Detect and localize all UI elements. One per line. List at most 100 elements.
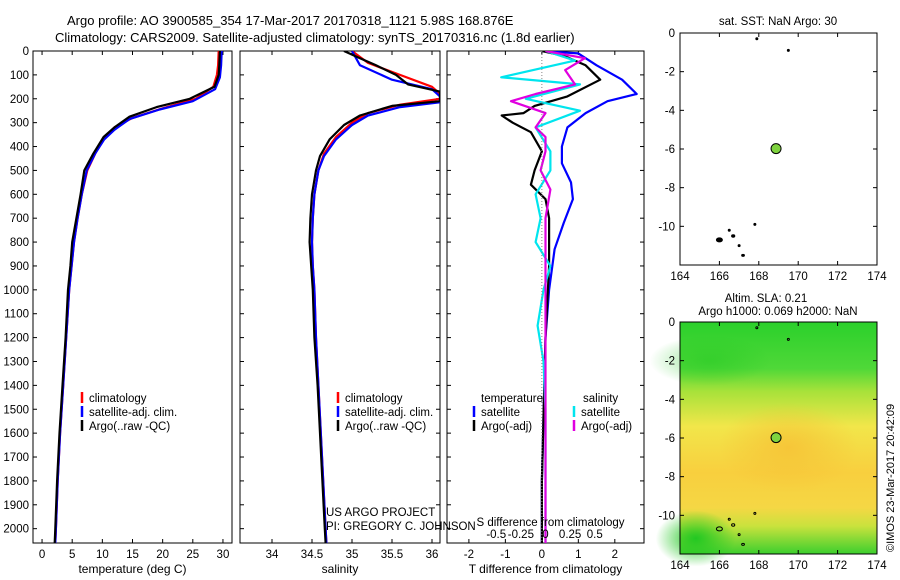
legend-label: Argo(-adj) [581, 421, 632, 433]
island-coastline [715, 526, 723, 532]
island-coastline [786, 337, 790, 341]
x-tick-label: 5 [69, 549, 75, 561]
s-axis-label: S difference from climatology [476, 517, 624, 529]
x-tick-label: 30 [217, 549, 230, 561]
sla-map-title-1: Altim. SLA: 0.21 [725, 293, 807, 305]
sla-high-anomaly [718, 402, 859, 493]
x-tick-label: -2 [464, 549, 474, 561]
header-line-2: Climatology: CARS2009. Satellite-adjuste… [55, 30, 575, 45]
island-coastline [737, 244, 741, 248]
y-tick-label: 1300 [3, 356, 29, 368]
s-tick-label: -0.25 [508, 529, 534, 541]
x-tick-label: 168 [749, 560, 768, 572]
legend-label: satellite [581, 407, 620, 419]
s-tick-label: 0.25 [559, 529, 581, 541]
y-tick-label: 300 [10, 118, 29, 130]
x-tick-label: 35.5 [381, 549, 403, 561]
y-tick-label: -2 [665, 67, 675, 79]
y-tick-label: -6 [665, 144, 675, 156]
x-axis-label: salinity [322, 562, 359, 576]
y-tick-label: 1000 [3, 285, 29, 297]
s-tick-label: 0 [542, 529, 548, 541]
y-tick-label: -10 [658, 221, 675, 233]
pi-credit: PI: GREGORY C. JOHNSON [326, 521, 476, 533]
y-tick-label: 1400 [3, 380, 29, 392]
island-coastline [727, 517, 731, 521]
legend-label: Argo(..raw -QC) [345, 421, 426, 433]
series-line [53, 51, 221, 543]
x-tick-label: 0 [539, 549, 545, 561]
island-coastline [755, 37, 759, 41]
x-tick-label: -1 [500, 549, 510, 561]
island-coastline [715, 237, 723, 243]
y-tick-label: 1200 [3, 333, 29, 345]
island-coastline [755, 326, 759, 330]
legend-label: Argo(-adj) [481, 421, 532, 433]
y-tick-label: 1100 [4, 309, 29, 321]
differences-plot-area [500, 51, 638, 543]
x-tick-label: 25 [186, 549, 199, 561]
y-tick-label: -4 [665, 105, 676, 117]
y-tick-label: -2 [665, 356, 675, 368]
x-tick-label: 36 [426, 549, 439, 561]
series-line [500, 51, 602, 543]
y-tick-label: 600 [10, 189, 29, 201]
header-line-1: Argo profile: AO 3900585_354 17-Mar-2017… [67, 13, 514, 28]
series-line [310, 51, 440, 543]
y-tick-label: -6 [665, 433, 675, 445]
y-tick-label: 0 [669, 317, 675, 329]
series-line [54, 51, 223, 543]
y-tick-label: 1600 [3, 428, 29, 440]
y-tick-label: 800 [10, 237, 29, 249]
temperature-panel: 0 5 10 15 20 25 300100200300400500600700800900… [3, 46, 233, 576]
legend-title-temperature: temperature [481, 393, 543, 405]
y-tick-label: 100 [10, 70, 29, 82]
salinity-plot-area [308, 51, 440, 543]
y-tick-label: 400 [10, 142, 29, 154]
island-coastline [741, 542, 745, 546]
y-tick-label: -8 [665, 472, 675, 484]
x-tick-label: 35 [346, 549, 359, 561]
x-tick-label: 166 [710, 271, 729, 283]
x-tick-label: 174 [867, 560, 887, 572]
x-tick-label: 1 [575, 549, 581, 561]
y-tick-label: -8 [665, 183, 675, 195]
legend-label: satellite [481, 407, 520, 419]
x-tick-label: 0 [39, 549, 45, 561]
x-tick-label: 170 [789, 271, 808, 283]
legend-label: Argo(..raw -QC) [89, 421, 170, 433]
x-tick-label: 20 [156, 549, 169, 561]
x-tick-label: 164 [670, 271, 690, 283]
sla-map-title-2: Argo h1000: 0.069 h2000: NaN [698, 306, 857, 318]
temperature-plot-area [53, 51, 223, 543]
island-coastline [727, 228, 731, 232]
legend-title-salinity: salinity [583, 393, 618, 405]
x-tick-label: 34 [266, 549, 279, 561]
temperature-frame [32, 50, 233, 544]
salinity-panel: 34 34.5 35 35.5 36 salinity climatology satelli… [239, 50, 441, 576]
y-tick-label: 1900 [3, 500, 29, 512]
x-tick-label: 10 [96, 549, 109, 561]
y-tick-label: 1700 [3, 452, 29, 464]
legend-label: satellite-adj. clim. [89, 407, 177, 419]
y-tick-label: 500 [10, 165, 29, 177]
imos-credit: ©IMOS 23-Mar-2017 20:42:09 [885, 404, 897, 552]
x-tick-label: 168 [749, 271, 768, 283]
series-line [509, 51, 587, 543]
x-tick-label: 166 [710, 560, 729, 572]
series-line [540, 51, 638, 543]
y-tick-label: 1500 [3, 404, 29, 416]
x-tick-label: 172 [828, 271, 847, 283]
x-tick-label: 15 [126, 549, 139, 561]
island-coastline [753, 511, 757, 515]
difference-panel: -2 -1 0 1 2T difference from climatology -0.5… [446, 50, 645, 576]
s-tick-label: -0.5 [486, 529, 506, 541]
series-line [54, 51, 220, 543]
s-tick-label: 0.5 [587, 529, 603, 541]
series-line [308, 51, 440, 543]
legend-label: climatology [89, 393, 147, 405]
x-tick-label: 170 [789, 560, 808, 572]
island-coastline [786, 48, 790, 52]
x-axis-label: T difference from climatology [469, 562, 623, 576]
y-tick-label: -10 [658, 510, 675, 522]
